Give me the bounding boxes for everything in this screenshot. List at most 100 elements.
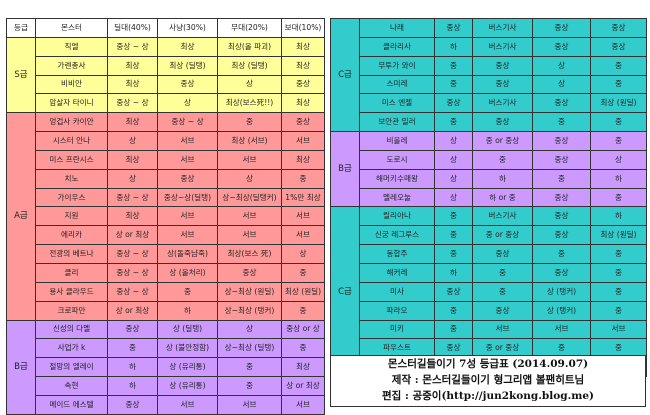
rating-cell: 중: [590, 187, 647, 208]
rating-cell: 버스기사: [472, 18, 533, 38]
rating-cell: 상~최상 (탱커): [217, 300, 282, 321]
rating-cell: 중: [590, 244, 647, 264]
rating-cell: 중: [281, 262, 325, 283]
rating-cell: 서브: [217, 225, 282, 246]
rating-cell: 최상: [107, 55, 158, 76]
credits-box: 몬스터길들이기 7성 등급표 (2014.09.07) 제작 : 몬스터길들이기…: [330, 355, 646, 407]
rating-cell: 중: [434, 206, 473, 227]
rating-cell: 상 or 최상: [281, 376, 325, 396]
rating-cell: 중상: [532, 131, 591, 151]
rating-cell: 상 (유리통): [157, 376, 218, 396]
monster-name-cell: 사업가 k: [35, 338, 108, 359]
rating-cell: 중상 ~ 상: [107, 281, 158, 302]
table-row: 미스 프란시스 최상 서브 서브 최상: [7, 149, 325, 170]
rating-cell: 중: [434, 319, 473, 340]
rating-cell: 최상(보스 死): [217, 244, 282, 264]
table-row: 해커레 하 중 중상 중: [331, 262, 647, 283]
monster-name-cell: 도로시: [359, 149, 435, 170]
rating-cell: 최상: [281, 93, 325, 114]
rating-cell: 서브: [281, 206, 325, 227]
rating-cell: 중상: [532, 149, 591, 170]
monster-name-cell: 에리카: [35, 225, 108, 246]
rating-cell: 상 (불안정함): [157, 338, 218, 359]
rating-cell: 최상 (원딜): [281, 281, 325, 302]
monster-name-cell: 용사 클라우드: [35, 281, 108, 302]
rating-cell: 중: [281, 300, 325, 321]
rating-cell: 중: [281, 338, 325, 359]
rating-cell: 중: [590, 74, 647, 95]
rating-cell: 중상: [532, 262, 591, 283]
rating-cell: 중: [434, 300, 473, 321]
rating-cell: 최상: [157, 36, 218, 57]
rating-cell: 중상: [157, 168, 218, 189]
rating-cell: 중상: [107, 394, 158, 415]
rating-cell: 상: [434, 168, 473, 189]
rating-cell: 중: [281, 168, 325, 189]
table-row: 클라리사 하 버스기사 중상 중상: [331, 36, 647, 57]
monster-name-cell: 가렌총사: [35, 55, 108, 76]
rating-cell: 상 (탱커): [532, 281, 591, 302]
rating-cell: 중: [472, 281, 533, 302]
monster-name-cell: 비올레: [359, 131, 435, 151]
monster-name-cell: 보안관 밀러: [359, 112, 435, 133]
right-grade-table: C급 나래 중상 버스기사 중상 중상 클라리사 하 버스기사 중상 중상 무투가 와이 중 중상 상 중 스미…: [330, 17, 647, 378]
rating-cell: 중: [590, 112, 647, 133]
rating-cell: 버스기사: [472, 93, 533, 114]
grade-cell: C급: [330, 206, 360, 378]
rating-cell: 중: [532, 168, 591, 189]
rating-cell: 하: [472, 168, 533, 189]
rating-cell: 중상~상(딜탱): [157, 187, 218, 208]
monster-name-cell: 해머키수매왕: [359, 168, 435, 189]
monster-name-cell: 지원: [35, 206, 108, 227]
rating-cell: 중상: [532, 206, 591, 227]
rating-cell: 하: [157, 300, 218, 321]
rating-cell: 하: [107, 376, 158, 396]
rating-cell: 중상 or 상: [281, 319, 325, 340]
rating-cell: 서브: [472, 319, 533, 340]
rating-cell: 상 (올처리): [157, 262, 218, 283]
rating-cell: 중상: [532, 225, 591, 246]
rating-cell: 버스기사: [472, 36, 533, 57]
rating-cell: 서브: [281, 394, 325, 415]
rating-cell: 최상: [281, 357, 325, 378]
rating-cell: 중: [590, 55, 647, 76]
rating-cell: 최상 (딜탱): [217, 55, 282, 76]
rating-cell: 중상 ~ 상: [107, 187, 158, 208]
rating-cell: 서브: [590, 319, 647, 340]
rating-cell: 중상 ~ 상: [107, 93, 158, 114]
rating-cell: 최상(보스死!!): [217, 93, 282, 114]
rating-cell: 상(돌죽냠죽): [157, 244, 218, 264]
table-row: 도로시 상 중 중상 상: [331, 149, 647, 170]
monster-name-cell: 가이우스: [35, 187, 108, 208]
rating-cell: 1%만 최상: [281, 187, 325, 208]
table-row: 미사 중상 중 상 (탱커) 중: [331, 281, 647, 302]
monster-name-cell: 스미레: [359, 74, 435, 95]
table-row: 해머키수매왕 상 하 중 하: [331, 168, 647, 189]
rating-cell: 최상: [281, 149, 325, 170]
rating-cell: 중: [590, 131, 647, 151]
rating-cell: 중상: [434, 338, 473, 359]
rating-cell: 하: [590, 206, 647, 227]
rating-cell: 중상: [472, 55, 533, 76]
rating-cell: 최상 (원딜): [590, 93, 647, 114]
rating-cell: 중: [217, 112, 282, 133]
rating-cell: 중상: [472, 74, 533, 95]
table-row: 무투가 와이 중 중상 상 중: [331, 55, 647, 76]
header-row: 등급 몬스터 딜대(40%) 사냥(30%) 무대(20%) 보대(10%): [6, 18, 325, 38]
rating-cell: 최상(올 파괴): [217, 36, 282, 57]
rating-cell: 상 or 최상: [107, 300, 158, 321]
monster-name-cell: 직엘: [35, 36, 108, 57]
rating-cell: 최상: [107, 74, 158, 95]
rating-cell: 상: [532, 55, 591, 76]
header-cell: 등급: [6, 18, 36, 38]
table-row: 절망의 엘레이 하 상 (유리통) 중 최상: [7, 357, 325, 378]
rating-cell: 중상: [472, 300, 533, 321]
monster-name-cell: 절망의 엘레이: [35, 357, 108, 378]
grade-cell: S급: [6, 36, 36, 114]
table-row: 가렌총사 최상 최상 (딜탱) 최상 (딜탱) 최상: [7, 55, 325, 76]
table-row: 신궁 레그루스 중 중 or 중상 중상 최상 (원딜): [331, 225, 647, 246]
rating-cell: 서브: [217, 206, 282, 227]
rating-cell: 상 (탱커): [532, 300, 591, 321]
